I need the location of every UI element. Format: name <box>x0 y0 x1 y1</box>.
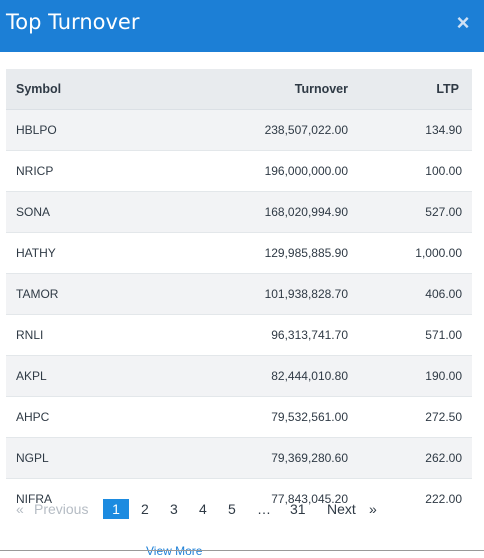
cell-symbol: SONA <box>6 191 167 233</box>
table-header-row: Symbol Turnover LTP <box>6 69 472 110</box>
cell-ltp: 571.00 <box>348 314 472 356</box>
cell-turnover: 129,985,885.90 <box>167 232 348 274</box>
cell-turnover: 79,532,561.00 <box>167 396 348 438</box>
modal-bottom-border <box>0 550 484 551</box>
modal-title: Top Turnover <box>6 10 140 34</box>
table-row: AHPC 79,532,561.00 272.50 <box>6 396 472 438</box>
pagination-ellipsis: … <box>257 501 271 517</box>
cell-turnover: 238,507,022.00 <box>167 109 348 151</box>
table-row: HATHY 129,985,885.90 1,000.00 <box>6 232 472 274</box>
cell-ltp: 1,000.00 <box>348 232 472 274</box>
table-row: RNLI 96,313,741.70 571.00 <box>6 314 472 356</box>
table-row: NRICP 196,000,000.00 100.00 <box>6 150 472 192</box>
page-button-3[interactable]: 3 <box>170 501 178 517</box>
cell-symbol: NIFRA <box>6 478 167 519</box>
cell-symbol: RNLI <box>6 314 167 356</box>
next-button[interactable]: Next <box>327 501 356 517</box>
cell-ltp: 222.00 <box>348 478 472 519</box>
cell-turnover: 77,843,045.20 <box>167 478 348 519</box>
prev-arrow-icon: « <box>16 501 24 517</box>
cell-symbol: HATHY <box>6 232 167 274</box>
cell-turnover: 79,369,280.60 <box>167 437 348 479</box>
cell-symbol: TAMOR <box>6 273 167 315</box>
page-button-4[interactable]: 4 <box>199 501 207 517</box>
cell-turnover: 96,313,741.70 <box>167 314 348 356</box>
cell-turnover: 196,000,000.00 <box>167 150 348 192</box>
cell-symbol: NRICP <box>6 150 167 192</box>
table-row: TAMOR 101,938,828.70 406.00 <box>6 273 472 315</box>
cell-symbol: AHPC <box>6 396 167 438</box>
cell-ltp: 134.90 <box>348 109 472 151</box>
page-button-5[interactable]: 5 <box>228 501 236 517</box>
turnover-table-container: Symbol Turnover LTP HBLPO 238,507,022.00… <box>6 69 472 519</box>
page-button-31[interactable]: 31 <box>290 501 306 517</box>
table-row: AKPL 82,444,010.80 190.00 <box>6 355 472 397</box>
cell-ltp: 190.00 <box>348 355 472 397</box>
view-more-link[interactable]: View More <box>146 544 203 558</box>
table-row: SONA 168,020,994.90 527.00 <box>6 191 472 233</box>
cell-symbol: AKPL <box>6 355 167 397</box>
cell-turnover: 168,020,994.90 <box>167 191 348 233</box>
previous-button: Previous <box>34 501 89 517</box>
pagination: « Previous 1 2 3 4 5 … 31 Next » <box>16 498 476 520</box>
cell-ltp: 100.00 <box>348 150 472 192</box>
header-ltp: LTP <box>348 69 472 110</box>
cell-symbol: HBLPO <box>6 109 167 151</box>
cell-ltp: 406.00 <box>348 273 472 315</box>
cell-symbol: NGPL <box>6 437 167 479</box>
header-symbol: Symbol <box>6 69 167 110</box>
cell-ltp: 262.00 <box>348 437 472 479</box>
cell-turnover: 101,938,828.70 <box>167 273 348 315</box>
next-arrow-icon[interactable]: » <box>369 501 377 517</box>
table-row: NGPL 79,369,280.60 262.00 <box>6 437 472 479</box>
close-icon[interactable]: × <box>456 10 470 35</box>
table-row: HBLPO 238,507,022.00 134.90 <box>6 109 472 151</box>
cell-turnover: 82,444,010.80 <box>167 355 348 397</box>
page-button-2[interactable]: 2 <box>141 501 149 517</box>
turnover-table: Symbol Turnover LTP HBLPO 238,507,022.00… <box>6 69 472 519</box>
cell-ltp: 272.50 <box>348 396 472 438</box>
header-turnover: Turnover <box>167 69 348 110</box>
modal-header: Top Turnover × <box>0 0 484 52</box>
cell-ltp: 527.00 <box>348 191 472 233</box>
table-row: NIFRA 77,843,045.20 222.00 <box>6 478 472 519</box>
page-button-1[interactable]: 1 <box>103 499 129 519</box>
